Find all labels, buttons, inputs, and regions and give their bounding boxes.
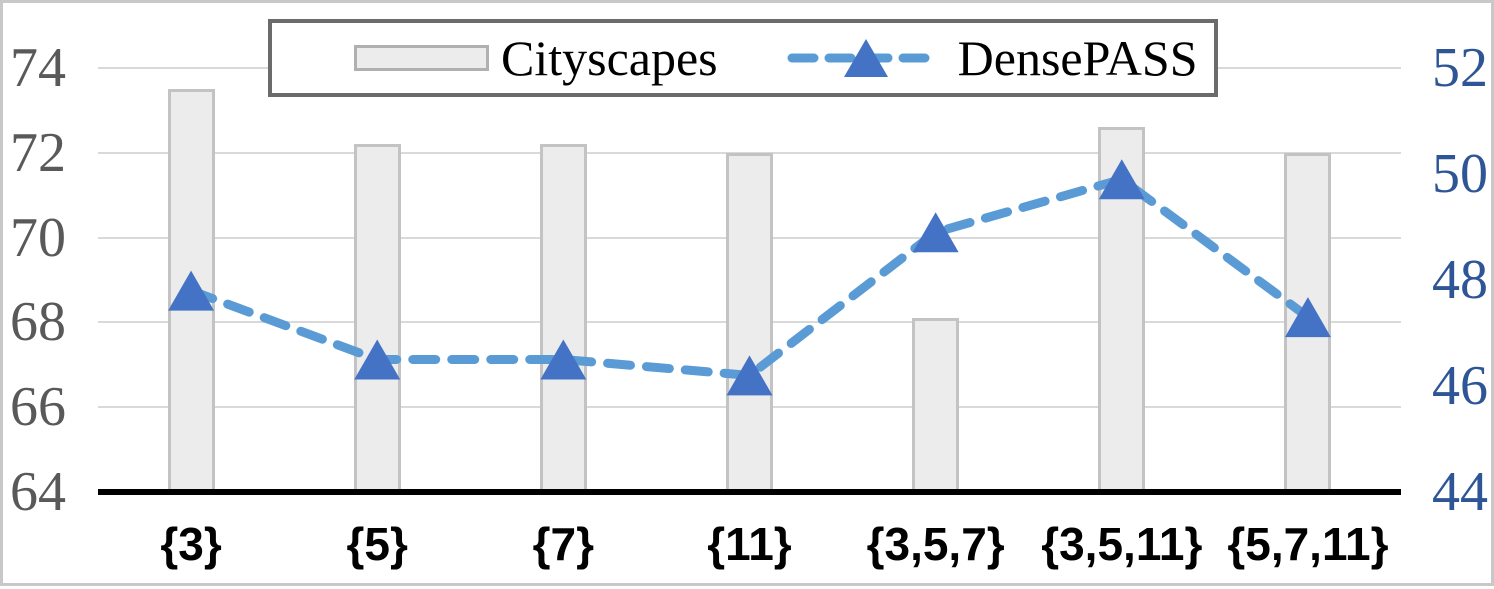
legend-label-densepass: DensePASS [957,30,1198,86]
cityscapes-bar-swatch [354,45,489,71]
densepass-marker-{3,5,7} [912,212,959,253]
right-tick-52: 52 [1432,37,1488,99]
left-tick-70: 70 [10,206,66,269]
bar-cityscapes-{11} [726,152,773,489]
bar-cityscapes-{5} [353,144,401,489]
left-tick-68: 68 [10,291,66,354]
legend: Cityscapes DensePASS [268,19,1218,97]
right-tick-44: 44 [1432,461,1488,523]
x-label-{5,7,11}: {5,7,11} [1227,518,1389,570]
right-tick-46: 46 [1432,355,1488,417]
right-tick-50: 50 [1432,143,1488,205]
x-label-{3,5,7}: {3,5,7} [866,518,1005,570]
x-label-{11}: {11} [707,518,792,570]
bar-cityscapes-{3,5,7} [912,318,960,489]
right-tick-48: 48 [1432,249,1488,311]
x-label-{3,5,11}: {3,5,11} [1041,518,1203,570]
bar-cityscapes-{5,7,11} [1284,152,1332,489]
left-tick-66: 66 [10,376,66,439]
left-tick-72: 72 [10,121,66,184]
dilation-rates-ablation-chart: 74 72 70 68 66 64 52 50 48 46 44 {3} {5} {7} {11} {3,… [3,3,1491,583]
x-label-{3}: {3} [160,518,222,570]
legend-label-cityscapes: Cityscapes [501,30,718,86]
x-axis-line [98,489,1401,495]
left-tick-74: 74 [10,37,66,99]
densepass-line-swatch [787,39,945,77]
bar-cityscapes-{7} [539,144,587,489]
bar-cityscapes-{3} [167,89,215,489]
x-label-{7}: {7} [532,518,595,570]
left-tick-64: 64 [10,461,66,523]
x-label-{5}: {5} [346,518,408,570]
bar-cityscapes-{3,5,11} [1098,127,1146,489]
